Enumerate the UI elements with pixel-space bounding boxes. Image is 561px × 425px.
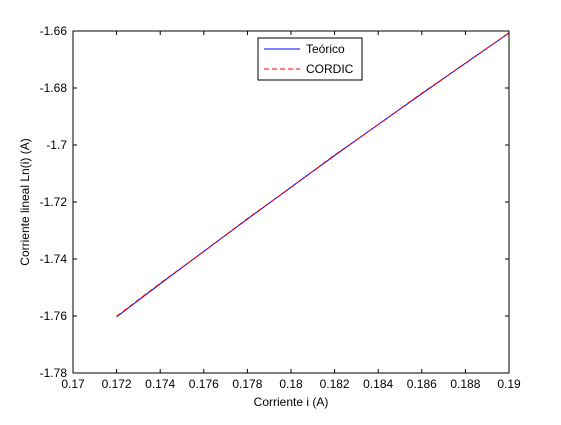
x-tick-label: 0.186 <box>407 377 437 391</box>
x-tick-label: 0.178 <box>232 377 262 391</box>
x-tick-label: 0.188 <box>450 377 480 391</box>
x-tick-label: 0.18 <box>279 377 303 391</box>
legend: Teórico CORDIC <box>257 37 363 81</box>
series-line-cordic <box>116 32 510 317</box>
y-tick-label: -1.7 <box>46 138 67 152</box>
x-axis-label: Corriente i (A) <box>254 395 329 409</box>
y-axis-label: Corriente lineal Ln(i) (A) <box>18 138 32 265</box>
legend-label-cordic: CORDIC <box>306 62 354 76</box>
y-tick-label: -1.68 <box>40 81 68 95</box>
legend-label-teorico: Teórico <box>306 42 345 56</box>
legend-box <box>257 37 363 81</box>
y-tick-label: -1.74 <box>40 252 68 266</box>
x-tick-label: 0.172 <box>102 377 132 391</box>
x-tick-label: 0.184 <box>363 377 393 391</box>
x-tick-label: 0.174 <box>145 377 175 391</box>
y-tick-label: -1.66 <box>40 24 68 38</box>
y-tick-label: -1.72 <box>40 195 68 209</box>
y-tick-label: -1.78 <box>40 366 68 380</box>
plot-area <box>73 31 509 373</box>
x-tick-label: 0.182 <box>320 377 350 391</box>
x-tick-label: 0.176 <box>189 377 219 391</box>
x-tick-label: 0.17 <box>61 377 85 391</box>
y-tick-label: -1.76 <box>40 309 68 323</box>
x-tick-label: 0.19 <box>497 377 521 391</box>
